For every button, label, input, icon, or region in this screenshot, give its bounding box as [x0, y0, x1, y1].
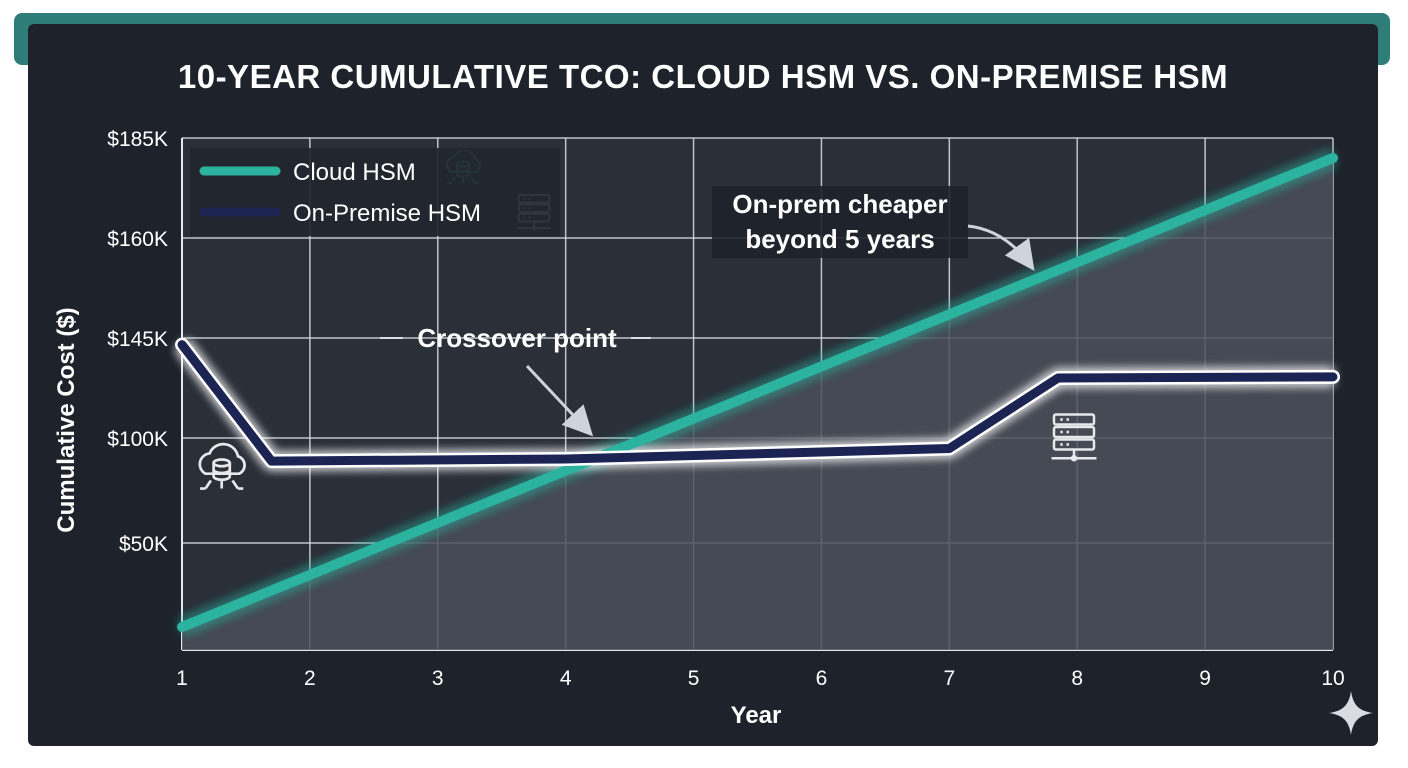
on-premise-line — [177, 340, 1338, 466]
x-tick-label: 8 — [1071, 667, 1083, 690]
curved-arrow-icon — [967, 224, 1035, 271]
annotation-crossover-label: Crossover point — [417, 323, 617, 353]
sparkle-icon — [1329, 691, 1373, 735]
y-tick-label: $50K — [119, 533, 168, 556]
x-tick-label: 9 — [1199, 667, 1211, 690]
x-tick-label: 2 — [304, 667, 316, 690]
y-tick-label: $145K — [107, 328, 168, 351]
y-tick-label: $160K — [107, 228, 168, 251]
x-tick-label: 4 — [560, 667, 572, 690]
annotation-cheaper-label-line2: beyond 5 years — [745, 224, 934, 254]
server-rack-icon — [1051, 413, 1097, 462]
legend-label: Cloud HSM — [293, 159, 416, 186]
legend-box — [190, 148, 560, 236]
y-tick-label: $185K — [107, 128, 168, 151]
legend-label: On-Premise HSM — [293, 200, 481, 227]
cloud-line — [177, 153, 1338, 632]
arrow-icon — [525, 364, 594, 437]
x-tick-label: 10 — [1321, 667, 1344, 690]
x-tick-label: 1 — [176, 667, 188, 690]
annotation-cheaper-label-line1: On-prem cheaper — [732, 189, 947, 219]
x-tick-label: 6 — [816, 667, 828, 690]
x-tick-label: 7 — [943, 667, 955, 690]
chart-title: 10-YEAR CUMULATIVE TCO: CLOUD HSM VS. ON… — [177, 58, 1229, 95]
cloud-database-icon — [198, 442, 246, 490]
annotation-bg — [712, 186, 968, 258]
y-tick-label: $100K — [107, 428, 168, 451]
x-tick-label: 3 — [432, 667, 444, 690]
y-axis-title: Cumulative Cost ($) — [53, 307, 80, 532]
x-axis-title: Year — [731, 702, 782, 729]
x-tick-label: 5 — [688, 667, 700, 690]
